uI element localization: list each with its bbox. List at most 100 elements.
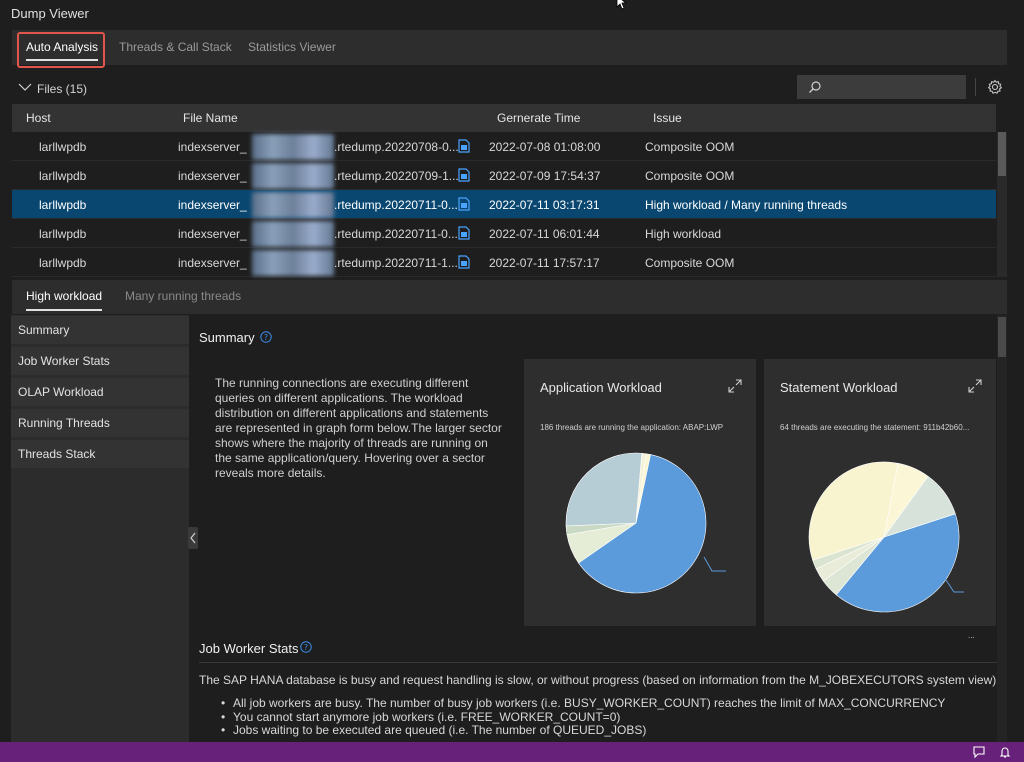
pie-slice[interactable]	[635, 453, 651, 524]
tab-label: Statistics Viewer	[248, 40, 336, 54]
cell-time: 2022-07-11 17:57:17	[489, 256, 600, 270]
cell-host: larllwpdb	[39, 169, 87, 183]
cell-file-prefix: indexserver_	[178, 140, 247, 154]
job-worker-intro: The SAP HANA database is busy and reques…	[199, 673, 1000, 687]
file-icon[interactable]	[458, 226, 470, 240]
summary-title: Summary	[199, 330, 255, 345]
files-header: Files (15)	[12, 74, 1007, 104]
cell-host: larllwpdb	[39, 256, 87, 270]
scrollbar-thumb[interactable]	[998, 132, 1006, 176]
sidebar-item-summary[interactable]: Summary	[11, 316, 189, 344]
analysis-content: Summary ? The running connections are ex…	[189, 315, 1007, 742]
pie-slice[interactable]	[883, 475, 956, 538]
table-scrollbar[interactable]	[997, 132, 1007, 277]
sidebar-item-threads-stack[interactable]: Threads Stack	[11, 440, 189, 468]
pie-leader-line	[939, 570, 964, 593]
job-worker-bullets: All job workers are busy. The number of …	[221, 696, 945, 738]
bell-icon[interactable]	[998, 745, 1012, 759]
summary-description: The running connections are executing di…	[215, 376, 502, 480]
section-divider	[199, 662, 997, 663]
tab-many-running-threads[interactable]: Many running threads	[125, 280, 241, 314]
expand-icon[interactable]	[728, 379, 742, 393]
statement-workload-card: Statement Workload 64 threads are execut…	[764, 359, 996, 640]
title-bar: Dump Viewer	[0, 0, 1024, 28]
pie-slice[interactable]	[578, 454, 707, 594]
scrollbar-thumb[interactable]	[998, 317, 1006, 357]
cell-file-suffix: .rtedump.20220711-0...	[334, 198, 458, 212]
application-workload-card: Application Workload 186 threads are run…	[524, 359, 756, 626]
sidebar-item-job-worker-stats[interactable]: Job Worker Stats	[11, 347, 189, 375]
job-worker-stats-title: Job Worker Stats	[199, 641, 299, 656]
cell-issue: High workload / Many running threads	[645, 198, 848, 212]
tab-threads-call-stack[interactable]: Threads & Call Stack	[119, 30, 232, 65]
redacted-region	[252, 221, 334, 247]
redacted-region	[252, 163, 334, 189]
list-item: All job workers are busy. The number of …	[221, 696, 945, 711]
cell-file-suffix: .rtedump.20220711-0...	[334, 227, 458, 241]
help-icon[interactable]: ?	[260, 331, 272, 343]
column-header-file-name[interactable]: File Name	[183, 111, 238, 125]
column-header-issue[interactable]: Issue	[653, 111, 682, 125]
pie-slice[interactable]	[565, 452, 643, 527]
files-section-label: Files (15)	[37, 82, 88, 96]
cell-file-suffix: .rtedump.20220709-1...	[334, 169, 459, 183]
cell-time: 2022-07-09 17:54:37	[489, 169, 601, 183]
card-subtitle: 64 threads are executing the statement: …	[780, 423, 970, 432]
cell-issue: Composite OOM	[645, 169, 735, 183]
statement-workload-pie-chart[interactable]	[764, 449, 996, 619]
table-row[interactable]: larllwpdb indexserver_ .rtedump.20220708…	[12, 132, 996, 161]
gear-icon[interactable]	[987, 79, 1003, 95]
list-item: You cannot start anymore job workers (i.…	[221, 710, 945, 725]
card-title: Statement Workload	[780, 380, 898, 395]
table-row[interactable]: larllwpdb indexserver_ .rtedump.20220711…	[12, 219, 996, 248]
tab-label: Threads & Call Stack	[119, 40, 232, 54]
table-row-selected[interactable]: larllwpdb indexserver_ .rtedump.20220711…	[12, 190, 996, 219]
feedback-icon[interactable]	[972, 745, 986, 759]
redacted-region	[252, 134, 334, 160]
table-row[interactable]: larllwpdb indexserver_ .rtedump.20220709…	[12, 161, 996, 190]
file-icon[interactable]	[458, 255, 470, 269]
file-icon[interactable]	[458, 197, 470, 211]
tab-underline	[26, 309, 103, 311]
redacted-region	[252, 192, 334, 218]
tab-label: Many running threads	[125, 289, 242, 303]
sidebar-item-olap-workload[interactable]: OLAP Workload	[11, 378, 189, 406]
pie-slice[interactable]	[808, 461, 899, 561]
column-header-generate-time[interactable]: Gernerate Time	[497, 111, 581, 125]
cell-issue: Composite OOM	[645, 256, 735, 270]
pie-slice[interactable]	[835, 513, 960, 613]
cell-file-prefix: indexserver_	[178, 198, 247, 212]
table-row[interactable]: larllwpdb indexserver_ .rtedump.20220711…	[12, 248, 996, 277]
content-scrollbar[interactable]	[997, 315, 1007, 742]
svg-text:?: ?	[264, 333, 268, 342]
sidebar-collapse-handle[interactable]	[188, 527, 198, 549]
section-sidebar: Summary Job Worker Stats OLAP Workload R…	[11, 315, 189, 742]
tab-high-workload[interactable]: High workload	[26, 280, 103, 314]
column-header-host[interactable]: Host	[26, 111, 51, 125]
tab-statistics-viewer[interactable]: Statistics Viewer	[248, 30, 336, 65]
pie-leader-line	[703, 556, 726, 572]
card-title: Application Workload	[540, 380, 662, 395]
cell-host: larllwpdb	[39, 198, 87, 212]
cell-file-prefix: indexserver_	[178, 227, 247, 241]
tab-underline	[26, 59, 99, 61]
tab-auto-analysis[interactable]: Auto Analysis	[26, 30, 99, 65]
tab-label: Auto Analysis	[26, 40, 99, 54]
application-workload-pie-chart[interactable]	[524, 449, 756, 619]
app-title: Dump Viewer	[11, 6, 89, 21]
search-input[interactable]	[797, 75, 966, 99]
list-item: Jobs waiting to be executed are queued (…	[221, 723, 945, 738]
file-icon[interactable]	[458, 139, 470, 153]
help-icon[interactable]: ?	[300, 641, 312, 653]
sidebar-item-running-threads[interactable]: Running Threads	[11, 409, 189, 437]
issue-tab-bar: High workload Many running threads	[12, 280, 1007, 314]
main-tab-bar: Auto Analysis Threads & Call Stack Stati…	[12, 30, 1007, 65]
files-table: Host File Name Gernerate Time Issue larl…	[12, 104, 996, 277]
file-icon[interactable]	[458, 168, 470, 182]
cell-file-prefix: indexserver_	[178, 256, 247, 270]
tab-label: High workload	[26, 289, 103, 303]
chevron-down-icon[interactable]	[18, 80, 32, 94]
cell-issue: High workload	[645, 227, 722, 241]
expand-icon[interactable]	[968, 379, 982, 393]
mouse-cursor-icon	[616, 0, 628, 10]
